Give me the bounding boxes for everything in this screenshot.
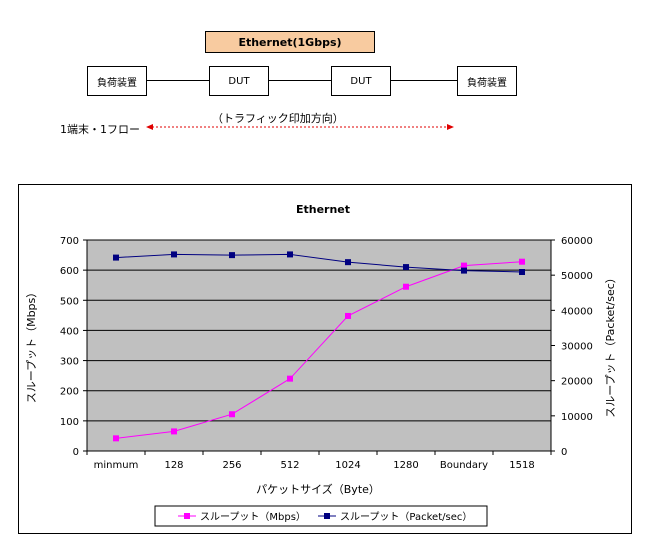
x-axis-tick-label: Boundary: [440, 460, 488, 471]
plot-area: [86, 239, 552, 452]
data-point: [113, 435, 119, 442]
data-point: [287, 375, 293, 382]
data-point: [229, 252, 235, 259]
left-axis-tick-label: 700: [60, 236, 79, 247]
legend-label: スループット（Packet/sec）: [340, 511, 472, 523]
data-point: [403, 283, 409, 290]
legend-label: スループット（Mbps）: [200, 511, 306, 523]
series-layer: [113, 251, 525, 442]
left-axis-tick-label: 0: [73, 447, 79, 458]
right-axis-ticks: 0 10000 20000 30000 40000 50000 60000: [551, 236, 593, 458]
data-point: [229, 411, 235, 418]
legend-items: スループット（Mbps） スループット（Packet/sec）: [178, 511, 472, 523]
left-axis-ticks: 0 100 200 300 400 500 600 700: [60, 236, 87, 458]
data-point: [345, 312, 351, 319]
right-axis-tick-label: 60000: [561, 236, 593, 247]
legend-marker: [324, 513, 330, 519]
link-line: [147, 80, 209, 81]
direction-label: （トラフィック印加方向）: [212, 112, 344, 125]
traffic-direction-arrow: [146, 124, 454, 130]
series-line-0: [115, 261, 523, 439]
gridlines: [86, 239, 552, 452]
flow-label: 1端末・1フロー: [60, 123, 140, 136]
link-line: [269, 80, 331, 81]
chart-title: Ethernet: [296, 203, 350, 216]
x-axis-tick-label: 512: [280, 460, 299, 471]
right-axis-tick-label: 20000: [561, 377, 593, 388]
right-axis-tick-label: 10000: [561, 412, 593, 423]
left-axis-tick-label: 600: [60, 266, 79, 277]
legend-marker: [184, 513, 190, 519]
right-axis-tick-label: 30000: [561, 342, 593, 353]
left-axis-tick-label: 400: [60, 326, 79, 337]
dut-right: DUT: [331, 66, 391, 96]
data-point: [345, 259, 351, 266]
series-line-1: [115, 253, 523, 273]
x-axis-label: パケットサイズ（Byte）: [256, 482, 380, 496]
data-point: [461, 267, 467, 274]
x-axis-tick-label: 1024: [335, 460, 360, 471]
load-device-left: 負荷装置: [87, 66, 147, 96]
right-axis-tick-label: 40000: [561, 306, 593, 317]
right-axis-tick-label: 50000: [561, 271, 593, 282]
right-axis-tick-label: 0: [561, 447, 567, 458]
load-device-right: 負荷装置: [457, 66, 517, 96]
data-point: [171, 428, 177, 435]
data-point: [113, 254, 119, 261]
y-axis-label-left: スループット（Mbps）: [25, 287, 38, 404]
x-axis-tick-label: 256: [222, 460, 241, 471]
data-point: [461, 262, 467, 269]
data-point: [519, 269, 525, 276]
x-axis-ticks: minmum 128 256 512 1024 1280 Boundary 1518: [86, 451, 552, 471]
x-axis-tick-label: 128: [164, 460, 183, 471]
data-point: [519, 258, 525, 265]
left-axis-tick-label: 200: [60, 387, 79, 398]
x-axis-tick-label: minmum: [94, 460, 139, 471]
link-line: [391, 80, 457, 81]
left-axis-tick-label: 300: [60, 357, 79, 368]
left-axis-tick-label: 500: [60, 296, 79, 307]
x-axis-tick-label: 1280: [393, 460, 418, 471]
y-axis-label-right: スループット（Packet/sec）: [604, 272, 617, 418]
x-axis-tick-label: 1518: [509, 460, 534, 471]
data-point: [171, 251, 177, 258]
data-point: [287, 251, 293, 258]
left-axis-tick-label: 100: [60, 417, 79, 428]
dut-left: DUT: [209, 66, 269, 96]
data-point: [403, 264, 409, 271]
diagram-header: Ethernet(1Gbps): [205, 31, 375, 53]
